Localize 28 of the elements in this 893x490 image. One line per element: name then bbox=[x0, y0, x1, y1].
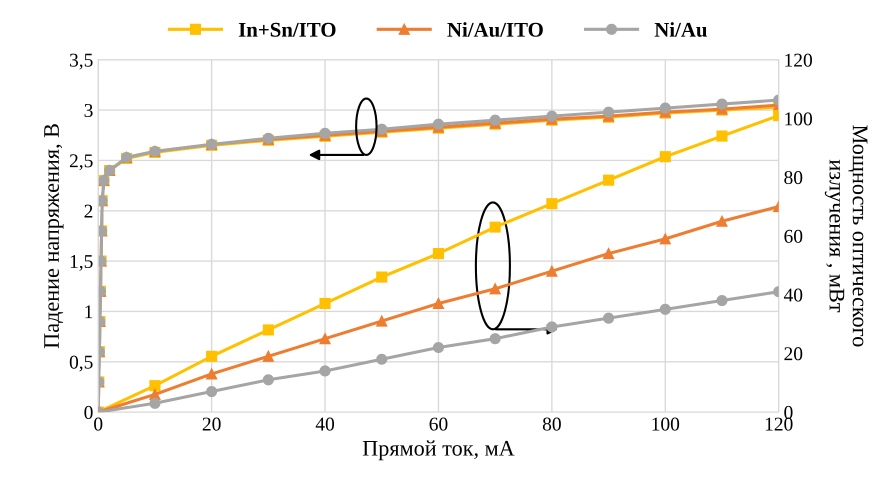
x-tick-label: 120 bbox=[766, 418, 793, 431]
y2-tick-label: 20 bbox=[784, 347, 802, 360]
x-tick-label: 60 bbox=[430, 418, 448, 431]
y-tick-label: 0,5 bbox=[70, 356, 93, 372]
x-tick-label: 20 bbox=[202, 418, 221, 431]
y-tick-label: 0 bbox=[84, 406, 93, 420]
x-tick-label: 80 bbox=[542, 418, 561, 431]
y2-axis-title: Мощность оптического излучения , мВт bbox=[824, 125, 868, 346]
y2-tick-label: 80 bbox=[784, 171, 802, 184]
y2-tick-label: 120 bbox=[785, 54, 812, 67]
x-tick-label: 40 bbox=[316, 418, 334, 431]
y2-tick-label: 40 bbox=[784, 288, 802, 302]
x-axis-title: Прямой ток, мА bbox=[362, 440, 515, 460]
x-tick-label: 100 bbox=[652, 418, 680, 431]
y-tick-label: 3,5 bbox=[70, 54, 93, 70]
y-tick-label: 2,5 bbox=[70, 154, 93, 170]
y2-tick-label: 60 bbox=[784, 230, 802, 243]
y-tick-label: 1 bbox=[85, 305, 92, 318]
y-axis-title: Падение напряжения, В bbox=[44, 124, 64, 348]
y-tick-label: 3 bbox=[84, 104, 93, 118]
legend-label: In+Sn/ITO bbox=[238, 22, 336, 37]
y2-tick-label: 100 bbox=[785, 112, 812, 126]
legend-label: Ni/Au bbox=[654, 22, 707, 37]
y-tick-label: 2 bbox=[84, 204, 92, 218]
x-tick-label: 0 bbox=[94, 418, 102, 431]
y2-tick-label: 0 bbox=[784, 406, 793, 420]
legend-label: Ni/Au/ITO bbox=[447, 22, 543, 37]
y-tick-label: 1,5 bbox=[70, 255, 93, 271]
